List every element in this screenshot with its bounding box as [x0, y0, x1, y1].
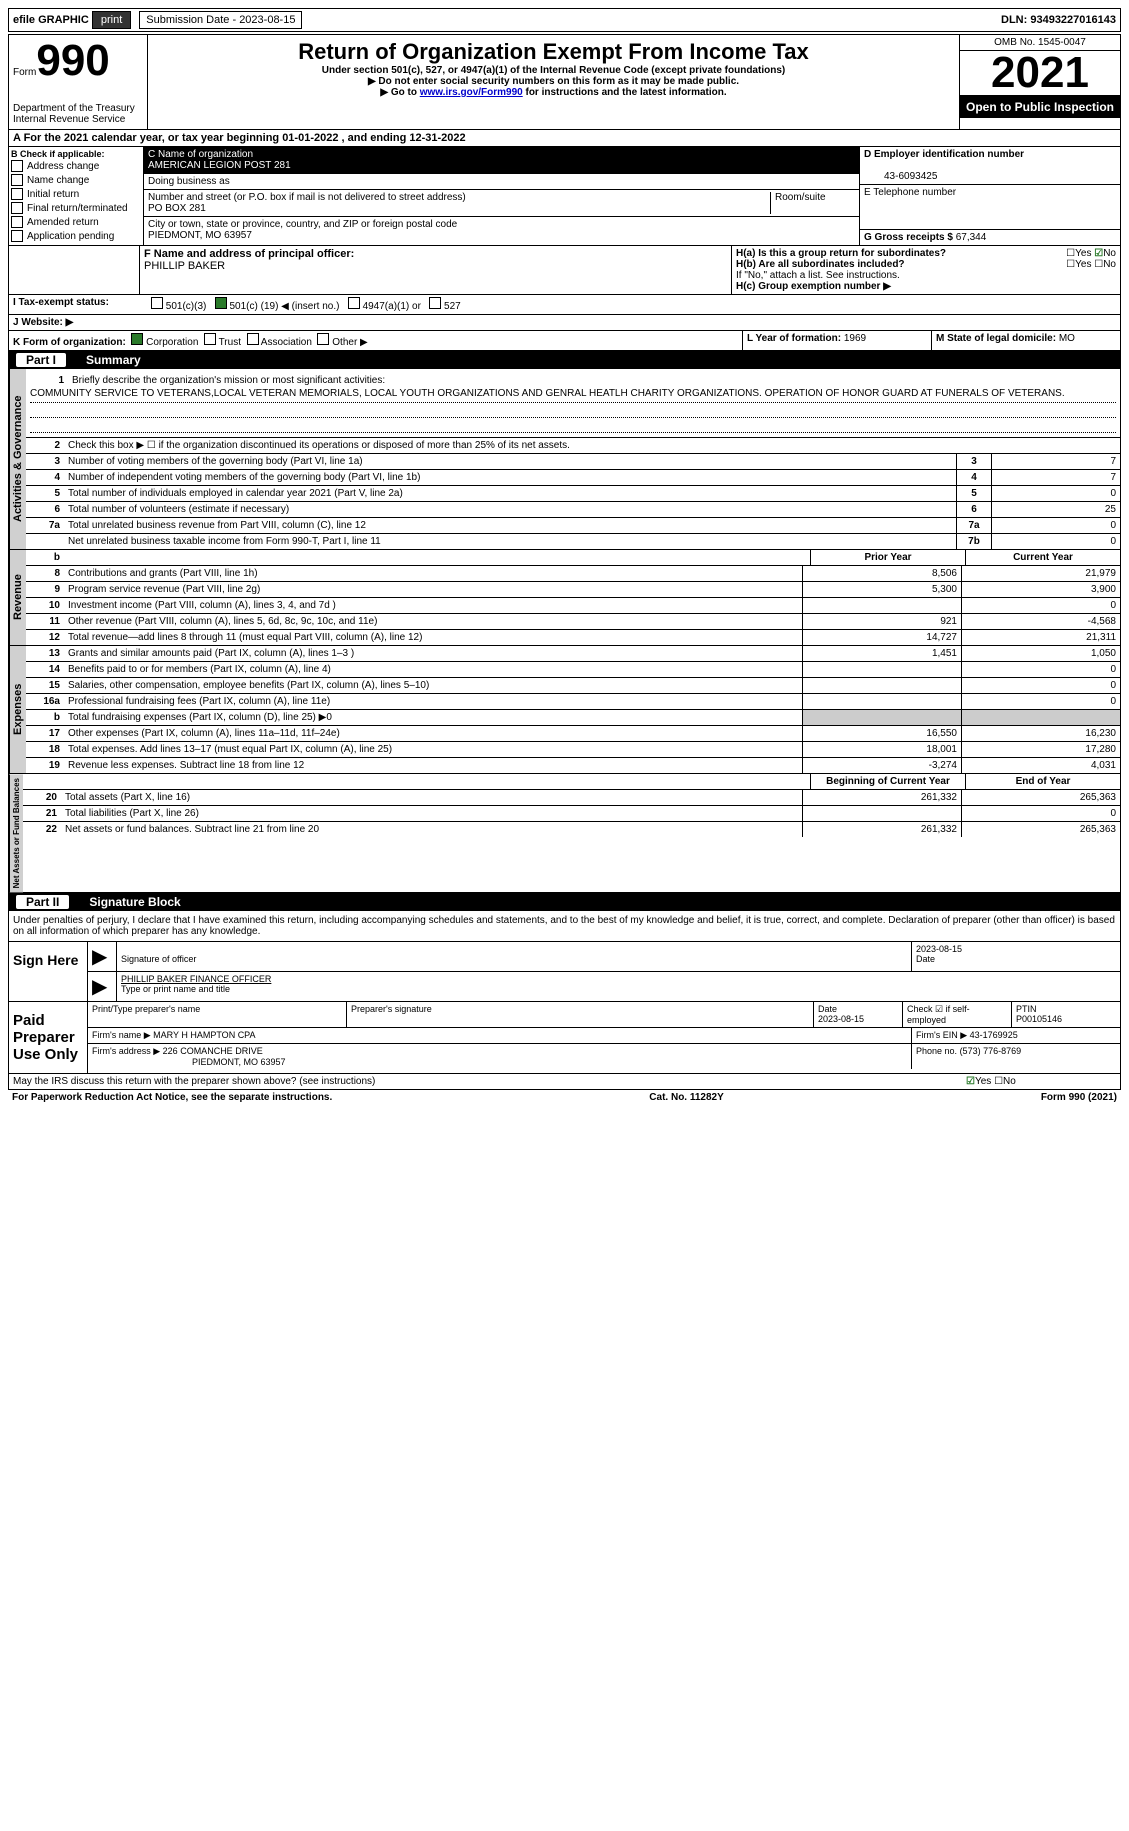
org-name: AMERICAN LEGION POST 281 [148, 160, 291, 171]
ein-label: D Employer identification number [864, 149, 1024, 160]
dept-label: Department of the Treasury [13, 103, 143, 114]
addr-value: PO BOX 281 [148, 203, 206, 214]
form-title: Return of Organization Exempt From Incom… [152, 39, 955, 65]
form-word: Form [13, 67, 36, 78]
room-label: Room/suite [770, 192, 855, 214]
section-fh: F Name and address of principal officer:… [8, 246, 1121, 295]
dba-label: Doing business as [148, 176, 230, 187]
name-label: C Name of organization [148, 149, 253, 160]
top-bar: efile GRAPHIC print Submission Date - 20… [8, 8, 1121, 32]
row-i: I Tax-exempt status: 501(c)(3) 501(c) (1… [8, 295, 1121, 315]
vert-revenue: Revenue [9, 550, 26, 645]
print-button[interactable]: print [92, 11, 131, 29]
part1-header: Part I Summary [8, 351, 1121, 369]
footer: For Paperwork Reduction Act Notice, see … [8, 1090, 1121, 1105]
form-subtitle: Under section 501(c), 527, or 4947(a)(1)… [152, 65, 955, 76]
city-value: PIEDMONT, MO 63957 [148, 230, 252, 241]
open-public: Open to Public Inspection [960, 96, 1120, 118]
officer-label: F Name and address of principal officer: [144, 248, 354, 260]
sign-section: Sign Here ▶ Signature of officer 2023-08… [8, 942, 1121, 1002]
section-bcd: B Check if applicable: Address change Na… [8, 147, 1121, 246]
preparer-label: Paid Preparer Use Only [9, 1002, 88, 1073]
part2-header: Part II Signature Block [8, 893, 1121, 911]
expenses-section: Expenses 13Grants and similar amounts pa… [8, 646, 1121, 774]
row-a: A For the 2021 calendar year, or tax yea… [8, 130, 1121, 147]
netassets-section: Net Assets or Fund Balances Beginning of… [8, 774, 1121, 893]
city-label: City or town, state or province, country… [148, 219, 457, 230]
vert-governance: Activities & Governance [9, 369, 26, 549]
revenue-section: Revenue b Prior Year Current Year 8Contr… [8, 550, 1121, 646]
efile-label: efile GRAPHIC [13, 14, 89, 26]
irs-link[interactable]: www.irs.gov/Form990 [420, 87, 523, 98]
vert-expenses: Expenses [9, 646, 26, 773]
note-link: ▶ Go to www.irs.gov/Form990 for instruct… [152, 87, 955, 98]
summary-section: Activities & Governance 1Briefly describ… [8, 369, 1121, 550]
ha-label: H(a) Is this a group return for subordin… [736, 248, 946, 259]
penalty-text: Under penalties of perjury, I declare th… [8, 911, 1121, 942]
discuss-row: May the IRS discuss this return with the… [8, 1074, 1121, 1090]
row-j: J Website: ▶ [8, 315, 1121, 331]
form-number: 990 [36, 36, 109, 85]
vert-netassets: Net Assets or Fund Balances [9, 774, 23, 892]
dln-label: DLN: 93493227016143 [1001, 14, 1116, 26]
col-b: B Check if applicable: Address change Na… [9, 147, 144, 245]
irs-label: Internal Revenue Service [13, 114, 143, 125]
mission-text: COMMUNITY SERVICE TO VETERANS,LOCAL VETE… [30, 388, 1116, 403]
note-ssn: ▶ Do not enter social security numbers o… [152, 76, 955, 87]
phone-label: E Telephone number [864, 187, 956, 198]
hb-label: H(b) Are all subordinates included? [736, 259, 905, 270]
h-note: If "No," attach a list. See instructions… [736, 270, 1116, 281]
officer-name: PHILLIP BAKER [144, 260, 225, 272]
tax-year: 2021 [960, 51, 1120, 96]
gross-label: G Gross receipts $ [864, 232, 953, 243]
preparer-section: Paid Preparer Use Only Print/Type prepar… [8, 1002, 1121, 1074]
ein-value: 43-6093425 [864, 171, 937, 182]
gross-value: 67,344 [956, 232, 987, 243]
form-header: Form990 Department of the Treasury Inter… [8, 34, 1121, 130]
sign-here-label: Sign Here [9, 942, 88, 1001]
hc-label: H(c) Group exemption number ▶ [736, 281, 891, 292]
addr-label: Number and street (or P.O. box if mail i… [148, 192, 466, 203]
submission-date: Submission Date - 2023-08-15 [139, 11, 302, 29]
row-klm: K Form of organization: Corporation Trus… [8, 331, 1121, 351]
